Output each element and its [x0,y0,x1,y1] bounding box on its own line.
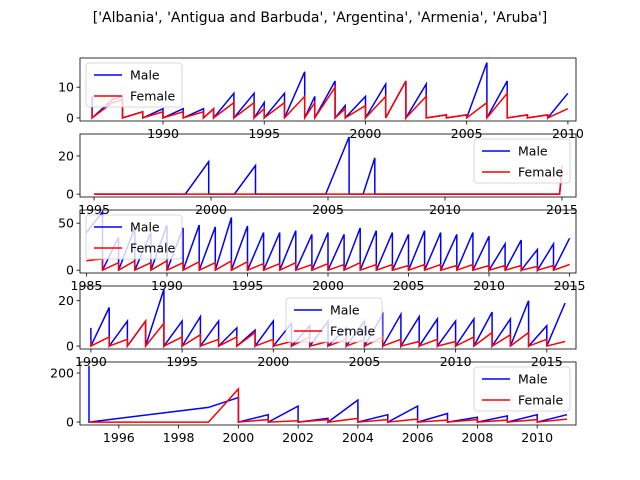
x-tick-label: 1995 [232,278,264,293]
x-tick-label: 2002 [282,430,314,445]
legend: Male Female [473,366,571,412]
x-tick-label: 2000 [222,430,254,445]
legend-label-female: Female [130,89,176,104]
subplot-5: 1996 1998 2000 2002 2004 2006 2008 2010 0 200 Male… [50,361,577,445]
x-tick-label: 1985 [71,278,103,293]
subplot-4: 1990 1995 2000 2005 2010 2015 0 20 Male Female [58,285,577,369]
x-tick-label: 2010 [473,278,505,293]
legend: Male Female [85,62,183,108]
x-tick-label: 1990 [151,278,183,293]
legend-label-male: Male [518,144,548,159]
x-tick-label: 2006 [402,430,434,445]
x-tick-label: 2005 [349,354,381,369]
x-tick-label: 2000 [312,278,344,293]
y-tick-label: 0 [66,263,74,278]
legend-label-female: Female [330,324,376,339]
x-tick-label: 2015 [554,278,586,293]
y-tick-label: 10 [58,80,74,95]
axes-frame [79,57,577,122]
axes-frame [79,361,577,426]
legend-label-male: Male [130,68,160,83]
x-tick-label: 1995 [166,354,198,369]
legend-label-female: Female [130,241,176,256]
legend: Male Female [285,297,383,343]
legend: Male Female [473,138,571,184]
x-tick-label: 2000 [195,202,227,217]
series-line-female-5 [89,387,568,423]
y-tick-label: 200 [50,366,74,381]
x-tick-label: 1995 [248,126,280,141]
subplot-3: 1985 1990 1995 2000 2005 2010 2015 0 50 Male Femal… [58,209,586,293]
x-tick-label: 1998 [163,430,195,445]
x-tick-label: 2010 [440,354,472,369]
series-line-female-1 [91,80,569,121]
x-tick-label: 1990 [75,354,107,369]
y-tick-label: 20 [58,148,74,163]
x-tick-label: 1996 [103,430,135,445]
x-tick-label: 2008 [461,430,493,445]
y-tick-label: 50 [58,216,74,231]
y-tick-label: 0 [66,187,74,202]
axes-frame [79,285,577,350]
x-tick-label: 2010 [429,202,461,217]
legend-label-female: Female [518,165,564,180]
y-tick-label: 0 [66,339,74,354]
figure-title: ['Albania', 'Antigua and Barbuda', 'Arge… [93,10,548,26]
series-line-male-5 [88,365,568,424]
x-tick-label: 2005 [393,278,425,293]
x-tick-label: 1990 [147,126,179,141]
legend-label-male: Male [130,220,160,235]
y-tick-label: 20 [58,293,74,308]
x-tick-label: 2005 [312,202,344,217]
y-tick-label: 0 [66,415,74,430]
x-tick-label: 2004 [342,430,374,445]
series-line-female-3 [86,258,570,272]
y-tick-label: 0 [66,110,74,125]
legend-label-male: Male [518,372,548,387]
x-tick-label: 2015 [546,202,578,217]
x-tick-label: 2000 [257,354,289,369]
legend-label-female: Female [518,393,564,408]
legend: Male Female [85,214,183,260]
x-tick-label: 2015 [531,354,563,369]
legend-label-male: Male [330,303,360,318]
x-tick-label: 2005 [451,126,483,141]
x-tick-label: 2000 [350,126,382,141]
x-tick-label: 2010 [521,430,553,445]
